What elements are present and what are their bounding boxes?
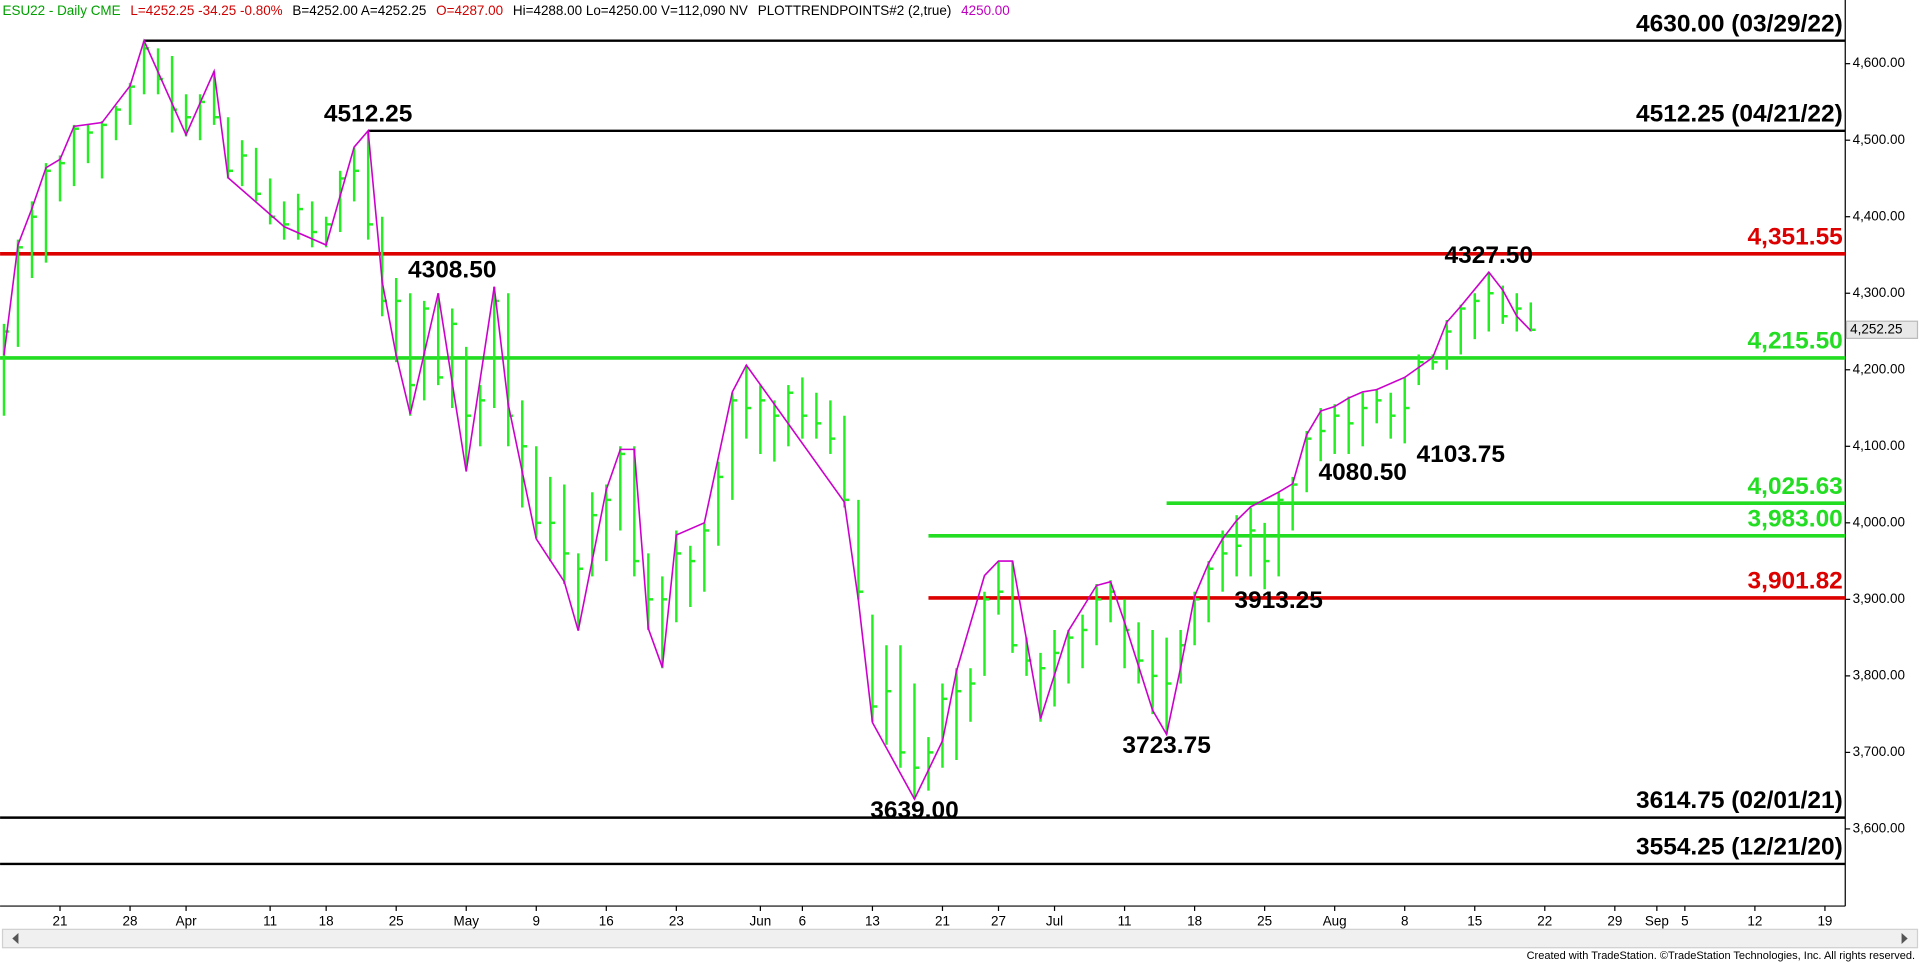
annotation: 4308.50 (408, 256, 496, 283)
y-tick-label: 3,800.00 (1853, 667, 1905, 682)
level-label: 3,983.00 (1748, 505, 1843, 532)
x-tick-label: 25 (389, 914, 404, 929)
x-tick-label: 21 (53, 914, 68, 929)
x-tick-label: Jun (750, 914, 772, 929)
annotation: 3913.25 (1234, 587, 1322, 614)
level-label: 3614.75 (02/01/21) (1636, 787, 1843, 814)
level-label: 4630.00 (03/29/22) (1636, 10, 1843, 37)
x-tick-label: 29 (1607, 914, 1622, 929)
scrollbar-track[interactable] (1, 928, 1919, 949)
header: ESU22 - Daily CME L=4252.25 -34.25 -0.80%… (3, 3, 1010, 18)
scroll-right[interactable] (1901, 933, 1908, 945)
x-tick-label: 18 (1187, 914, 1202, 929)
x-tick-label: 5 (1681, 914, 1688, 929)
footer: Created with TradeStation. ©TradeStation… (1527, 950, 1915, 962)
level-label: 3,901.82 (1748, 568, 1843, 595)
header-item: 4250.00 (961, 3, 1010, 18)
x-tick-label: 27 (991, 914, 1006, 929)
header-item: Hi=4288.00 Lo=4250.00 V=112,090 NV (513, 3, 748, 18)
annotation: 4080.50 (1318, 459, 1406, 486)
x-tick-label: 11 (1118, 914, 1132, 929)
level-label: 3554.25 (12/21/20) (1636, 833, 1843, 860)
trend-line (3, 38, 1532, 801)
x-tick-label: 15 (1467, 914, 1482, 929)
x-tick-label: 18 (319, 914, 334, 929)
scrollbar[interactable] (1, 928, 1919, 949)
level-label: 4,025.63 (1748, 473, 1843, 500)
annotation: 4512.25 (324, 100, 412, 127)
level-label: 4,351.55 (1748, 223, 1843, 250)
x-tick-label: 21 (935, 914, 950, 929)
x-tick-label: 23 (669, 914, 684, 929)
scroll-left[interactable] (12, 933, 19, 945)
x-tick-label: 8 (1401, 914, 1408, 929)
y-tick-label: 4,300.00 (1853, 285, 1905, 300)
x-tick-label: 11 (263, 914, 277, 929)
x-tick-label: Jul (1046, 914, 1063, 929)
x-tick-label: 6 (799, 914, 806, 929)
y-tick-label: 3,600.00 (1853, 820, 1905, 835)
header-item: B=4252.00 A=4252.25 (292, 3, 426, 18)
x-tick-label: 25 (1257, 914, 1272, 929)
y-tick-label: 4,400.00 (1853, 208, 1905, 223)
annotation: 4327.50 (1445, 242, 1533, 269)
level-label: 4512.25 (04/21/22) (1636, 100, 1843, 127)
last-price-label: 4,252.25 (1850, 321, 1902, 336)
y-tick-label: 3,900.00 (1853, 591, 1905, 606)
annotation: 3639.00 (870, 797, 958, 824)
x-tick-label: 19 (1817, 914, 1832, 929)
y-tick-label: 4,100.00 (1853, 438, 1905, 453)
x-tick-label: 12 (1747, 914, 1762, 929)
header-item: L=4252.25 -34.25 -0.80% (130, 3, 282, 18)
x-tick-label: Apr (176, 914, 197, 929)
x-tick-label: 28 (123, 914, 138, 929)
y-tick-label: 4,500.00 (1853, 132, 1905, 147)
y-tick-label: 4,200.00 (1853, 361, 1905, 376)
header-item: PLOTTRENDPOINTS#2 (2,true) (758, 3, 952, 18)
x-tick-label: 9 (533, 914, 540, 929)
annotation: 4103.75 (1417, 441, 1505, 468)
header-item: O=4287.00 (436, 3, 503, 18)
x-tick-label: 13 (865, 914, 880, 929)
y-tick-label: 3,700.00 (1853, 744, 1905, 759)
last-price-box (1845, 320, 1919, 339)
x-tick-label: 16 (599, 914, 614, 929)
x-tick-label: Sep (1645, 914, 1669, 929)
x-tick-label: Aug (1323, 914, 1347, 929)
x-tick-label: May (454, 914, 480, 929)
x-tick-label: 22 (1537, 914, 1552, 929)
y-tick-label: 4,000.00 (1853, 514, 1905, 529)
annotation: 3723.75 (1122, 732, 1210, 759)
level-label: 4,215.50 (1748, 327, 1843, 354)
header-item: ESU22 - Daily CME (3, 3, 121, 18)
y-tick-label: 4,600.00 (1853, 55, 1905, 70)
